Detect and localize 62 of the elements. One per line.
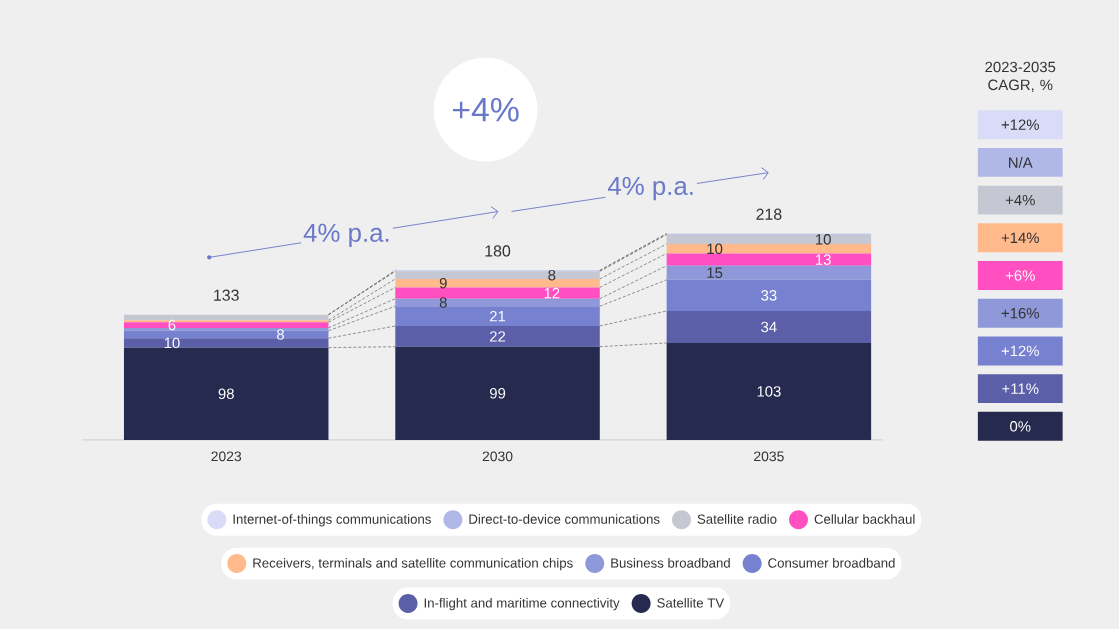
total-label: 218 bbox=[756, 208, 782, 220]
total-label: 180 bbox=[485, 245, 511, 257]
x-tick-label: 2035 bbox=[754, 451, 784, 462]
data-label: 21 bbox=[490, 310, 506, 322]
legend-label: In-flight and maritime connectivity bbox=[424, 597, 620, 611]
bar bbox=[666, 253, 872, 266]
legend-label: Internet-of-things communications bbox=[233, 513, 431, 527]
data-label: 99 bbox=[489, 387, 506, 399]
data-label: 10 bbox=[707, 243, 723, 254]
text: +4% bbox=[452, 97, 519, 122]
bar bbox=[666, 265, 872, 280]
total-label: 133 bbox=[214, 289, 239, 301]
legend-label: Receivers, terminals and satellite communication chips bbox=[253, 557, 573, 571]
bar bbox=[123, 330, 329, 339]
x-tick-label: 2023 bbox=[211, 451, 242, 462]
bar bbox=[666, 243, 872, 254]
data-label: 13 bbox=[815, 254, 831, 265]
bar bbox=[395, 325, 600, 347]
bar bbox=[123, 338, 329, 348]
text: +12% bbox=[1001, 119, 1039, 130]
legend-label: Consumer broadband bbox=[768, 557, 895, 568]
bar bbox=[666, 234, 872, 244]
legend-label: Satellite radio bbox=[697, 513, 777, 524]
annotation: 4% p.a. bbox=[303, 223, 389, 247]
bar bbox=[395, 306, 600, 326]
text: +4% bbox=[1005, 194, 1035, 206]
data-label: 33 bbox=[761, 289, 777, 301]
text: +16% bbox=[1001, 307, 1039, 319]
bar bbox=[123, 347, 329, 440]
text: +14% bbox=[1001, 232, 1039, 243]
bar bbox=[666, 310, 872, 343]
legend-label: Direct-to-device communications bbox=[469, 513, 660, 524]
data-label: 98 bbox=[218, 388, 234, 399]
data-label: 15 bbox=[707, 267, 723, 278]
data-label: 12 bbox=[544, 287, 560, 299]
data-label: 103 bbox=[757, 385, 781, 397]
data-label: 22 bbox=[490, 330, 506, 342]
legend-label: Business broadband bbox=[611, 557, 730, 568]
text: 4% p.a. bbox=[607, 176, 693, 200]
text: 0% bbox=[1010, 420, 1031, 432]
bar bbox=[395, 346, 600, 440]
data-label: 10 bbox=[164, 337, 180, 348]
data-label: 9 bbox=[439, 277, 447, 289]
x-tick-label: 2030 bbox=[482, 451, 513, 462]
bar bbox=[395, 287, 600, 299]
data-label: 8 bbox=[276, 328, 284, 340]
data-label: 6 bbox=[168, 319, 176, 331]
text: +11% bbox=[1002, 383, 1039, 394]
text: 2023-2035 CAGR, % bbox=[985, 61, 1056, 92]
legend-label: Satellite TV bbox=[657, 597, 725, 608]
data-label: 8 bbox=[439, 296, 447, 308]
bar bbox=[395, 271, 600, 279]
data-label: 10 bbox=[815, 233, 831, 245]
data-label: 34 bbox=[761, 321, 777, 332]
text: N/A bbox=[1009, 156, 1033, 168]
text: +6% bbox=[1005, 270, 1035, 281]
text: +12% bbox=[1001, 345, 1039, 356]
bar bbox=[666, 342, 872, 440]
bar bbox=[395, 298, 600, 307]
data-label: 8 bbox=[548, 269, 556, 281]
bar bbox=[666, 279, 872, 311]
legend-label: Cellular backhaul bbox=[814, 513, 915, 524]
